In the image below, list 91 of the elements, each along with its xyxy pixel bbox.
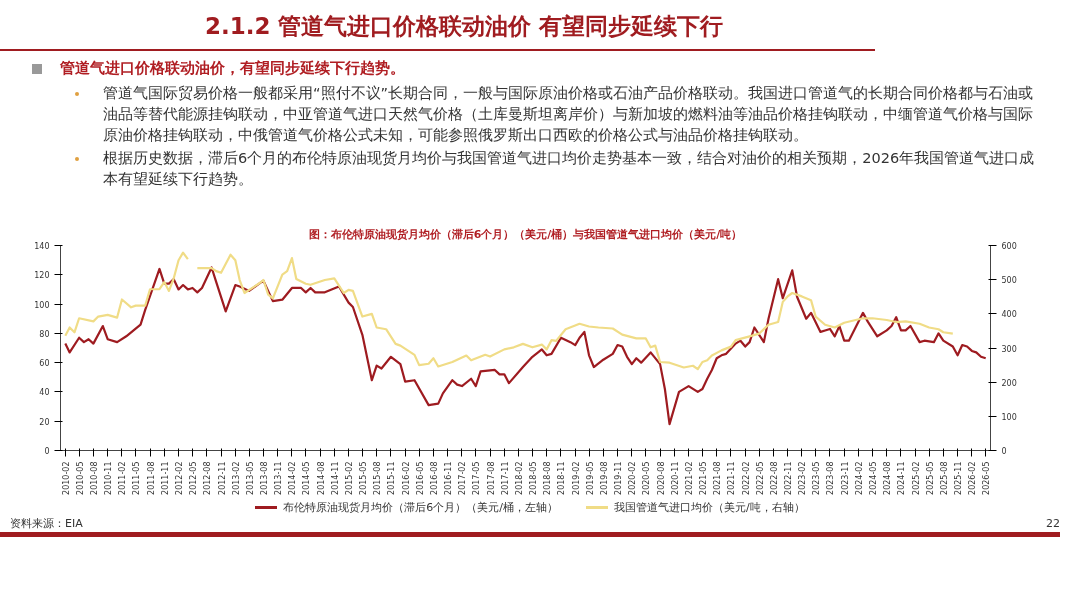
y2-tick-label: 100 <box>1001 412 1017 422</box>
x-tick-label: 2012-05 <box>189 461 199 495</box>
chart-title: 2.1.2 管道气进口价格联动油价 有望同步延续下行 <box>0 0 875 51</box>
x-tick-label: 2020-05 <box>642 461 652 495</box>
x-tick-label: 2025-05 <box>925 461 935 495</box>
x-tick-label: 2017-05 <box>472 461 482 495</box>
x-tick-label: 2018-02 <box>515 461 525 495</box>
x-tick-label: 2022-08 <box>769 461 779 495</box>
x-tick-label: 2024-02 <box>854 461 864 495</box>
y-tick-label: 60 <box>39 359 50 369</box>
x-tick-label: 2022-05 <box>755 461 765 495</box>
x-tick-label: 2023-11 <box>840 461 850 495</box>
y2-tick-label: 400 <box>1001 310 1017 320</box>
y2-tick-label: 200 <box>1001 378 1017 388</box>
x-tick-label: 2015-08 <box>373 461 383 495</box>
x-tick-label: 2013-11 <box>274 461 284 495</box>
x-tick-label: 2020-11 <box>670 461 680 495</box>
x-tick-label: 2024-08 <box>883 461 893 495</box>
x-tick-label: 2011-08 <box>146 461 156 495</box>
y-tick-label: 100 <box>34 300 50 310</box>
x-tick-label: 2023-05 <box>812 461 822 495</box>
y-tick-label: 140 <box>34 242 50 251</box>
chart-subtitle: 图：布伦特原油现货月均价（滞后6个月）（美元/桶）与我国管道气进口均价（美元/吨） <box>308 227 743 241</box>
x-tick-label: 2012-11 <box>217 461 227 495</box>
x-tick-label: 2021-11 <box>727 461 737 495</box>
x-tick-label: 2021-08 <box>713 461 723 495</box>
y2-tick-label: 500 <box>1001 276 1017 286</box>
y2-tick-label: 300 <box>1001 344 1017 354</box>
x-tick-label: 2013-02 <box>231 461 241 495</box>
x-tick-label: 2017-11 <box>500 461 510 495</box>
x-tick-label: 2012-08 <box>203 461 213 495</box>
x-tick-label: 2010-05 <box>75 461 85 495</box>
x-tick-label: 2019-02 <box>571 461 581 495</box>
x-tick-label: 2022-11 <box>784 461 794 495</box>
x-tick-label: 2019-11 <box>614 461 624 495</box>
x-tick-label: 2024-05 <box>868 461 878 495</box>
x-tick-label: 2021-05 <box>698 461 708 495</box>
x-tick-label: 2016-02 <box>401 461 411 495</box>
x-tick-label: 2011-11 <box>160 461 170 495</box>
x-tick-label: 2016-08 <box>429 461 439 495</box>
text: 22 <box>1046 516 1060 532</box>
x-tick-label: 2014-02 <box>288 461 298 495</box>
x-tick-label: 2016-05 <box>415 461 425 495</box>
x-tick-label: 2025-02 <box>911 461 921 495</box>
x-tick-label: 2013-08 <box>259 461 269 495</box>
x-tick-label: 2020-02 <box>628 461 638 495</box>
x-tick-label: 2019-05 <box>585 461 595 495</box>
legend-label: 布伦特原油现货月均价（滞后6个月）（美元/桶，左轴） <box>282 499 558 516</box>
y-tick-label: 20 <box>39 417 50 427</box>
y2-tick-label: 600 <box>1001 242 1017 251</box>
x-tick-label: 2010-08 <box>89 461 99 495</box>
x-tick-label: 2014-08 <box>316 461 326 495</box>
x-tick-label: 2026-02 <box>968 461 978 495</box>
text: 管道气国际贸易价格一般都采用“照付不议”长期合同，一般与国际原油价格或石油产品价格联动。我国进口管道气的长期合同价格都与石油或油品等替代能源挂钩联动，中亚管道气进口天然气价格（土库曼斯坦离岸价）与新加坡的燃料油等油品价格挂钩联动，中缅管道气价格与国际原油价格挂钩联动，中俄管道气价格公式未知，可能参照俄罗斯出口西欧的价格公式与油品价格挂钩联动。 <box>103 84 1035 146</box>
text: 资料来源：EIA <box>10 516 83 532</box>
x-tick-label: 2013-05 <box>245 461 255 495</box>
x-tick-label: 2011-05 <box>132 461 142 495</box>
x-tick-label: 2024-11 <box>897 461 907 495</box>
x-tick-label: 2016-11 <box>444 461 454 495</box>
x-tick-label: 2019-08 <box>599 461 609 495</box>
text: 根据历史数据，滞后6个月的布伦特原油现货月均价与我国管道气进口均价走势基本一致，结合对油价的相关预期，2026年我国管道气进口成本有望延续下行趋势。 <box>103 149 1036 190</box>
y-tick-label: 120 <box>34 271 50 281</box>
x-tick-label: 2014-11 <box>330 461 340 495</box>
x-tick-label: 2017-08 <box>486 461 496 495</box>
x-tick-label: 2025-11 <box>954 461 964 495</box>
x-tick-label: 2011-02 <box>118 461 128 495</box>
x-tick-label: 2025-08 <box>939 461 949 495</box>
x-tick-label: 2023-08 <box>826 461 836 495</box>
x-tick-label: 2015-11 <box>387 461 397 495</box>
x-tick-label: 2015-02 <box>345 461 355 495</box>
x-tick-label: 2018-05 <box>528 461 538 495</box>
line-series <box>64 266 987 426</box>
x-tick-label: 2023-02 <box>798 461 808 495</box>
x-tick-label: 2010-02 <box>61 461 71 495</box>
x-tick-label: 2021-02 <box>685 461 695 495</box>
x-tick-label: 2022-02 <box>741 461 751 495</box>
x-tick-label: 2015-05 <box>358 461 368 495</box>
x-tick-label: 2012-02 <box>175 461 185 495</box>
x-tick-label: 2026-05 <box>982 461 992 495</box>
x-tick-label: 2020-08 <box>656 461 666 495</box>
x-tick-label: 2018-08 <box>543 461 553 495</box>
x-tick-label: 2018-11 <box>557 461 567 495</box>
y2-tick-label: 0 <box>1001 447 1007 456</box>
x-tick-label: 2010-11 <box>104 461 114 495</box>
y-tick-label: 0 <box>44 447 50 456</box>
y-tick-label: 40 <box>39 388 50 398</box>
text: 管道气进口价格联动油价，有望同步延续下行趋势。 <box>59 58 406 79</box>
x-tick-label: 2017-02 <box>458 461 468 495</box>
y-tick-label: 80 <box>39 329 50 339</box>
legend-label: 我国管道气进口均价（美元/吨，右轴） <box>613 499 805 516</box>
x-tick-label: 2014-05 <box>302 461 312 495</box>
